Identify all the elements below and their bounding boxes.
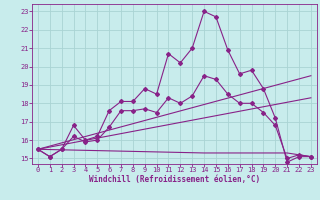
X-axis label: Windchill (Refroidissement éolien,°C): Windchill (Refroidissement éolien,°C) bbox=[89, 175, 260, 184]
